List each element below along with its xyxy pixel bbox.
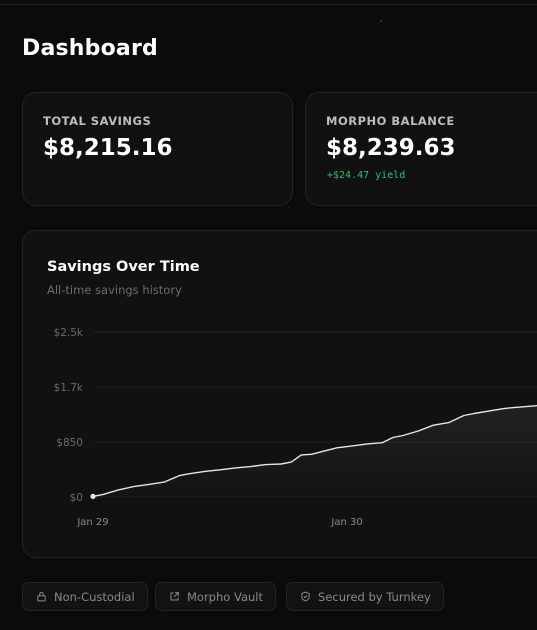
badge-secured-by-turnkey: Secured by Turnkey — [286, 582, 444, 611]
top-divider — [0, 4, 537, 5]
y-tick-label: $0 — [70, 492, 83, 504]
particle — [237, 86, 238, 87]
morpho-balance-card: MORPHO BALANCE $8,239.63 +$24.47 yield — [305, 92, 537, 206]
particle — [5, 525, 6, 526]
y-tick-label: $1.7k — [54, 382, 84, 394]
page-title: Dashboard — [22, 36, 158, 61]
savings-chart: $0 $850 $1.7k $2.5k Jan 29 Jan 30 — [54, 327, 537, 528]
shield-icon — [299, 591, 311, 603]
external-link-icon — [168, 591, 180, 603]
y-tick-label: $850 — [56, 437, 83, 449]
particle — [288, 207, 289, 208]
series-line — [92, 404, 537, 498]
badge-label: Secured by Turnkey — [318, 589, 431, 604]
series-start-point — [90, 493, 96, 499]
morpho-balance-value: $8,239.63 — [326, 135, 456, 161]
total-savings-label: TOTAL SAVINGS — [43, 114, 152, 128]
lock-icon — [35, 591, 47, 603]
badge-label: Morpho Vault — [187, 589, 263, 604]
yield-indicator: +$24.47 yield — [327, 170, 406, 181]
total-savings-value: $8,215.16 — [43, 135, 173, 161]
x-tick-label: Jan 30 — [330, 517, 362, 528]
morpho-balance-label: MORPHO BALANCE — [326, 114, 455, 128]
badge-morpho-vault: Morpho Vault — [155, 582, 276, 611]
savings-chart-card: Savings Over Time All-time savings histo… — [22, 230, 537, 558]
total-savings-card: TOTAL SAVINGS $8,215.16 — [22, 92, 293, 206]
x-tick-label: Jan 29 — [76, 517, 108, 528]
y-tick-label: $2.5k — [54, 327, 84, 339]
chart-subtitle: All-time savings history — [47, 283, 182, 297]
badge-non-custodial: Non-Custodial — [22, 582, 148, 611]
particle — [380, 20, 382, 22]
badge-label: Non-Custodial — [54, 589, 135, 604]
chart-title: Savings Over Time — [47, 259, 200, 275]
